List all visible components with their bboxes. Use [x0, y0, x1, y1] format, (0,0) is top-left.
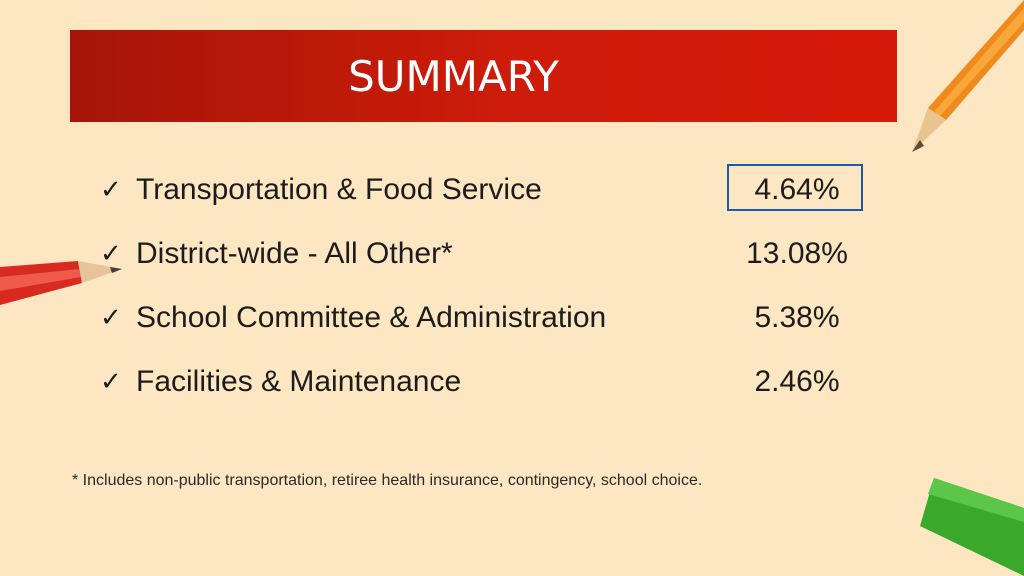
checkmark-icon: ✓ [100, 303, 122, 333]
red-pencil-decoration [0, 261, 122, 305]
list-item: ✓ Transportation & Food Service 4.64% [100, 158, 900, 222]
item-value: 13.08% [746, 237, 848, 270]
page-title: SUMMARY [348, 51, 559, 101]
item-label: School Committee & Administration [136, 301, 607, 334]
list-item: ✓ Facilities & Maintenance 2.46% [100, 350, 900, 414]
title-banner: SUMMARY [70, 30, 897, 122]
list-item: ✓ School Committee & Administration 5.38… [100, 286, 900, 350]
checkmark-icon: ✓ [100, 175, 122, 205]
item-value: 2.46% [754, 365, 840, 398]
item-label: Facilities & Maintenance [136, 365, 462, 398]
item-value: 5.38% [754, 301, 840, 334]
item-label: District-wide - All Other* [136, 237, 453, 270]
footnote: * Includes non-public transportation, re… [72, 472, 703, 489]
highlight-box [727, 164, 863, 211]
item-value: 4.64% [754, 173, 840, 206]
checkmark-icon: ✓ [100, 239, 122, 269]
checkmark-icon: ✓ [100, 367, 122, 397]
orange-pencil-decoration [912, 0, 1024, 152]
summary-list: ✓ Transportation & Food Service 4.64% ✓ … [100, 158, 900, 414]
list-item: ✓ District-wide - All Other* 13.08% [100, 222, 900, 286]
item-label: Transportation & Food Service [136, 173, 542, 206]
green-pencil-decoration [920, 478, 1024, 576]
